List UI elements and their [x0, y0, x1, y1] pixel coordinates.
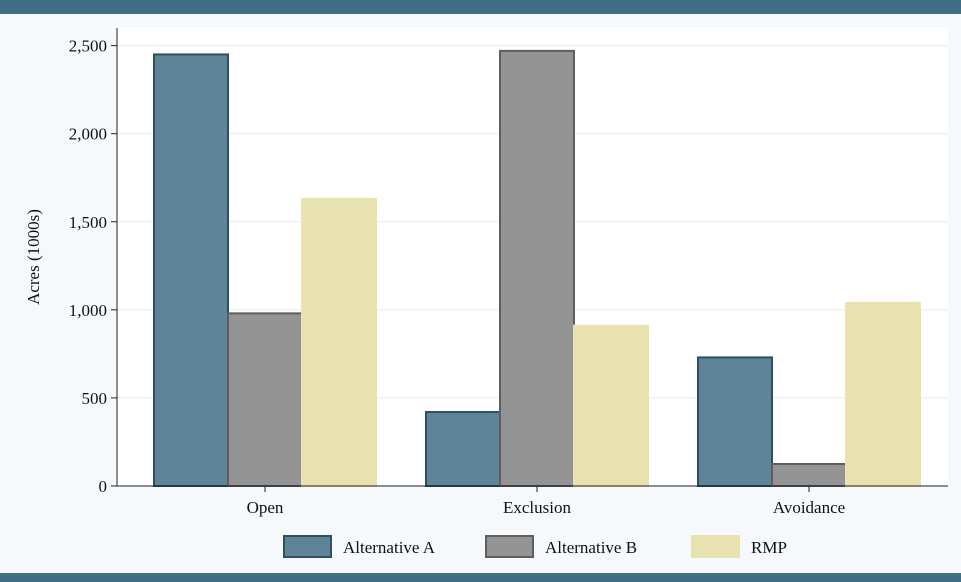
y-tick-label: 1,500	[69, 213, 107, 232]
y-tick-label: 2,500	[69, 37, 107, 56]
bar	[697, 356, 773, 487]
y-axis-label: Acres (1000s)	[24, 209, 43, 305]
bars	[153, 49, 921, 488]
bar	[425, 411, 501, 487]
legend-swatch	[691, 535, 740, 558]
y-tick-label: 0	[99, 477, 108, 496]
top-border	[0, 0, 961, 14]
legend-swatch	[485, 535, 534, 558]
bar	[301, 197, 377, 487]
bar	[153, 53, 229, 488]
bottom-border	[0, 573, 961, 582]
legend-label: Alternative B	[545, 538, 637, 557]
bar	[499, 49, 575, 488]
legend: Alternative A Alternative B RMP	[283, 535, 787, 558]
bar	[845, 301, 921, 487]
bar	[771, 462, 847, 488]
legend-label: Alternative A	[343, 538, 436, 557]
legend-label: RMP	[751, 538, 787, 557]
bar	[573, 324, 649, 488]
x-tick-label: Avoidance	[773, 498, 845, 517]
x-tick-label: Exclusion	[503, 498, 571, 517]
legend-swatch	[283, 535, 332, 558]
y-tick-label: 1,000	[69, 301, 107, 320]
y-tick-label: 2,000	[69, 125, 107, 144]
bar	[227, 312, 303, 487]
x-tick-label: Open	[247, 498, 284, 517]
y-tick-label: 500	[82, 389, 108, 408]
y-ticks: 0 500 1,000 1,500 2,000 2,500	[69, 37, 117, 496]
x-ticks: Open Exclusion Avoidance	[247, 486, 845, 517]
